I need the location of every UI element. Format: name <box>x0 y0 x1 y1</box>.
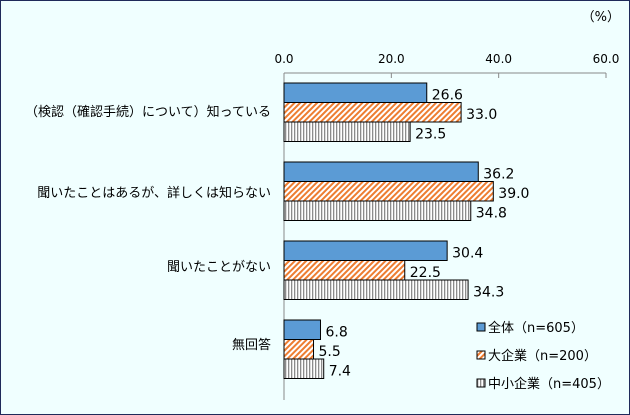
legend-swatch <box>476 378 486 388</box>
legend-label: 大企業（n=200） <box>488 348 597 364</box>
category-label: 無回答 <box>232 337 271 353</box>
bar <box>283 279 469 300</box>
data-label: 33.0 <box>466 107 497 123</box>
bar <box>283 121 411 142</box>
legend-label: 全体（n=605） <box>488 320 584 336</box>
bar <box>283 102 462 123</box>
x-tick-label: 60.0 <box>593 52 620 66</box>
bar <box>283 200 472 221</box>
bar <box>283 319 321 340</box>
category-label: 聞いたことはあるが、詳しくは知らない <box>37 185 271 201</box>
x-tick-label: 40.0 <box>485 52 512 66</box>
data-label: 23.5 <box>415 127 446 143</box>
bar <box>283 161 479 182</box>
bar <box>283 339 315 360</box>
x-tick-label: 20.0 <box>378 52 405 66</box>
x-tick-label: 0.0 <box>274 52 293 66</box>
bar <box>283 240 448 261</box>
bar <box>283 82 428 103</box>
data-label: 30.4 <box>452 246 483 262</box>
legend-label: 中小企業（n=405） <box>488 376 610 392</box>
legend-swatch <box>476 350 486 360</box>
category-label: 聞いたことがない <box>167 260 271 275</box>
data-label: 6.8 <box>325 325 347 341</box>
data-label: 5.5 <box>319 344 341 360</box>
data-label: 39.0 <box>498 186 529 202</box>
category-label: （検認（確認手続）について）知っている <box>25 104 271 120</box>
data-label: 7.4 <box>329 364 351 380</box>
bar <box>283 181 494 202</box>
unit-label: （%） <box>582 10 620 25</box>
data-label: 34.8 <box>476 206 507 222</box>
data-label: 26.6 <box>432 88 463 104</box>
legend-swatch <box>476 322 486 332</box>
data-label: 22.5 <box>410 265 441 281</box>
bar <box>283 358 325 379</box>
data-label: 36.2 <box>483 167 514 183</box>
data-label: 34.3 <box>473 285 504 301</box>
bar <box>283 260 406 281</box>
